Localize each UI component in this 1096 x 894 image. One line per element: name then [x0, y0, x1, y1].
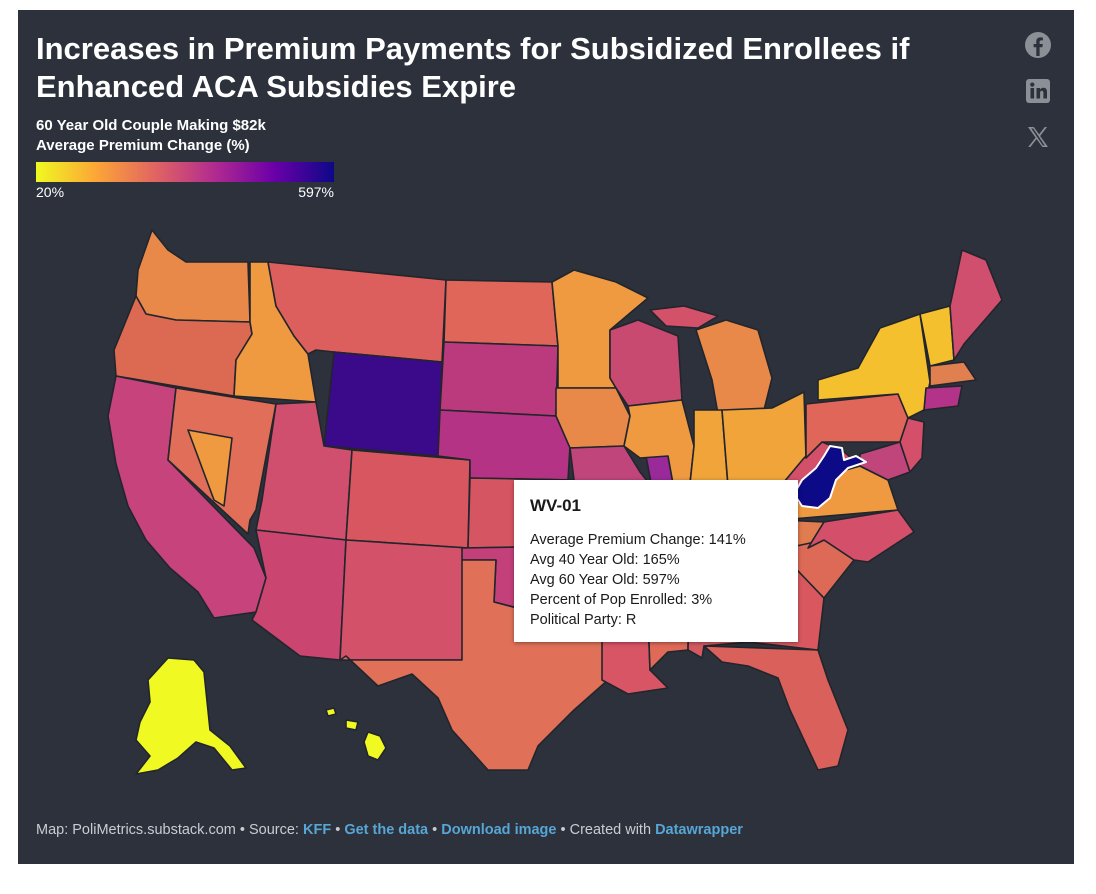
source-link-kff[interactable]: KFF	[303, 822, 332, 838]
get-the-data-link[interactable]: Get the data	[344, 822, 429, 838]
state-new-mexico[interactable]	[339, 539, 469, 661]
state-north-dakota[interactable]	[443, 279, 559, 347]
state-washington[interactable]	[135, 229, 251, 323]
facebook-icon[interactable]	[1023, 30, 1053, 60]
tooltip-avg-40-year-old: Avg 40 Year Old: 165%	[530, 552, 680, 568]
tooltip-avg-premium-change: Average Premium Change: 141%	[530, 532, 746, 548]
state-wisconsin[interactable]	[609, 319, 683, 407]
footer-separator: •	[432, 822, 438, 838]
state-florida[interactable]	[703, 645, 849, 771]
tooltip-percent-enrolled: Percent of Pop Enrolled: 3%	[530, 592, 713, 608]
state-iowa[interactable]	[555, 387, 631, 449]
legend-max-label: 597%	[298, 184, 334, 200]
source-prefix: Source:	[248, 822, 299, 838]
state-arizona[interactable]	[251, 529, 347, 661]
chart-card: Increases in Premium Payments for Subsid…	[18, 10, 1074, 864]
tooltip-avg-60-year-old: Avg 60 Year Old: 597%	[530, 572, 680, 588]
state-connecticut-ri[interactable]	[923, 385, 963, 411]
state-maine[interactable]	[949, 249, 1003, 361]
footer-separator: •	[560, 822, 566, 838]
state-michigan-up[interactable]	[649, 305, 719, 329]
legend-title: Average Premium Change (%)	[36, 137, 250, 154]
district-tooltip: WV-01 Average Premium Change: 141% Avg 4…	[514, 480, 798, 642]
legend-min-label: 20%	[36, 184, 65, 200]
chart-subtitle: 60 Year Old Couple Making $82k	[36, 117, 266, 134]
datawrapper-link[interactable]: Datawrapper	[655, 822, 743, 838]
state-hawaii[interactable]	[325, 707, 387, 761]
state-massachusetts[interactable]	[929, 361, 977, 387]
footer-separator: •	[239, 822, 245, 838]
state-michigan[interactable]	[695, 319, 773, 415]
x-icon[interactable]	[1023, 122, 1053, 152]
tooltip-political-party: Political Party: R	[530, 612, 637, 628]
state-south-dakota[interactable]	[439, 341, 559, 417]
footer-separator: •	[335, 822, 341, 838]
state-wyoming[interactable]	[323, 351, 443, 457]
state-nevada-south[interactable]	[187, 429, 233, 507]
state-colorado[interactable]	[345, 449, 471, 549]
created-with-prefix: Created with	[569, 822, 652, 838]
chart-title: Increases in Premium Payments for Subsid…	[36, 31, 910, 104]
state-alaska[interactable]	[135, 657, 247, 775]
state-illinois[interactable]	[623, 399, 695, 503]
highlighted-district-wv-01[interactable]	[793, 445, 867, 509]
linkedin-icon[interactable]	[1023, 76, 1053, 106]
state-california[interactable]	[107, 375, 267, 619]
tooltip-title: WV-01	[530, 496, 582, 515]
state-north-carolina[interactable]	[807, 509, 915, 563]
chart-footer: Map: PoliMetrics.substack.com • Source: …	[36, 822, 743, 838]
download-image-link[interactable]: Download image	[441, 822, 557, 838]
state-new-jersey[interactable]	[899, 417, 925, 473]
color-legend-bar	[36, 162, 334, 182]
map-credit: Map: PoliMetrics.substack.com	[36, 822, 236, 838]
